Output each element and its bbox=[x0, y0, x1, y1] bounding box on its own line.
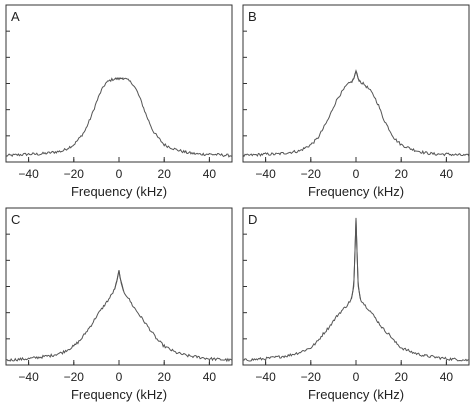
x-tick-label: −40 bbox=[255, 370, 276, 384]
x-tick-label: 20 bbox=[395, 167, 409, 181]
x-tick-label: −20 bbox=[64, 370, 85, 384]
x-axis-label: Frequency (kHz) bbox=[308, 387, 404, 402]
x-tick-label: −20 bbox=[301, 167, 322, 181]
spectrum-peak bbox=[350, 218, 362, 300]
x-axis-label: Frequency (kHz) bbox=[71, 387, 167, 402]
panel-d: D −40 −20 0 20 40 Frequency (kHz) bbox=[242, 207, 470, 402]
panel-c: C −40 −20 0 20 40 Frequency (kHz) bbox=[5, 207, 233, 402]
x-tick-label: 0 bbox=[116, 370, 123, 384]
x-axis-label: Frequency (kHz) bbox=[308, 184, 404, 199]
x-tick-label: 40 bbox=[203, 167, 217, 181]
plot-frame bbox=[5, 207, 233, 366]
spectrum-peak bbox=[114, 77, 124, 80]
spectrum-peak bbox=[113, 270, 125, 292]
x-tick-label: 0 bbox=[353, 370, 360, 384]
x-tick-label: −20 bbox=[64, 167, 85, 181]
plot-frame bbox=[242, 4, 470, 163]
spectrum-line bbox=[5, 76, 233, 158]
panel-label: D bbox=[248, 212, 257, 227]
x-tick-label: 0 bbox=[353, 167, 360, 181]
x-axis-label: Frequency (kHz) bbox=[71, 184, 167, 199]
x-tick-label: −40 bbox=[18, 370, 39, 384]
panel-a: A −40 −20 0 20 40 Frequency (kHz) bbox=[5, 4, 233, 199]
panel-label: A bbox=[11, 9, 20, 24]
x-tick-label: 40 bbox=[440, 370, 454, 384]
spectrum-peak bbox=[351, 69, 361, 83]
x-tick-label: 20 bbox=[158, 370, 172, 384]
spectrum-line bbox=[242, 217, 470, 362]
panel-label: C bbox=[11, 212, 20, 227]
x-tick-label: 40 bbox=[203, 370, 217, 384]
x-tick-label: −40 bbox=[255, 167, 276, 181]
x-tick-label: −40 bbox=[18, 167, 39, 181]
x-tick-label: 20 bbox=[395, 370, 409, 384]
spectrum-line bbox=[5, 270, 233, 363]
x-tick-label: 0 bbox=[116, 167, 123, 181]
x-tick-label: 20 bbox=[158, 167, 172, 181]
plot-frame bbox=[5, 4, 233, 163]
x-tick-label: 40 bbox=[440, 167, 454, 181]
x-tick-label: −20 bbox=[301, 370, 322, 384]
spectrum-line bbox=[242, 69, 470, 158]
panel-b: B −40 −20 0 20 40 Frequency (kHz) bbox=[242, 4, 470, 199]
panel-label: B bbox=[248, 9, 257, 24]
